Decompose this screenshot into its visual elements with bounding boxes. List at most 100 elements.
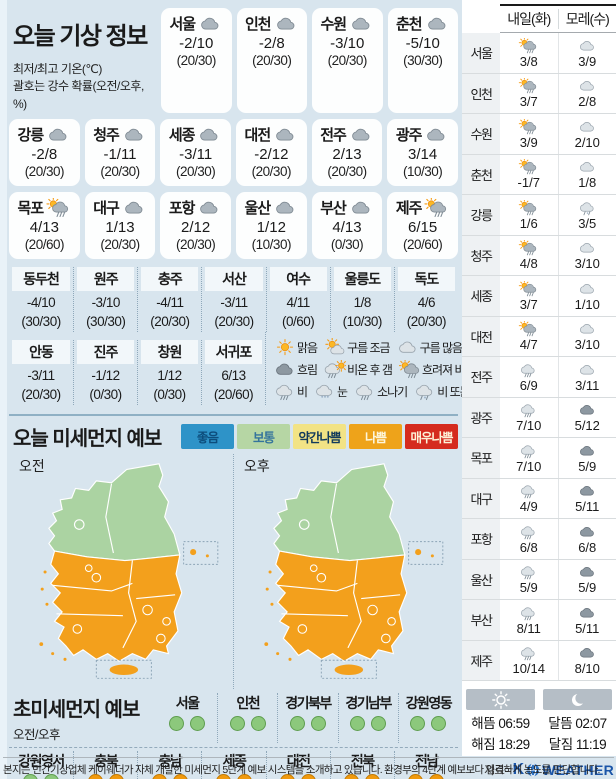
temp-range: 4/9 (519, 499, 538, 515)
sun-rain-icon (519, 159, 537, 175)
region-name: 인천 (236, 694, 260, 711)
forecast-header-columns: 내일(화) 모레(수) (500, 4, 616, 33)
sun-rain-icon (424, 197, 447, 217)
rain-icon (521, 607, 535, 620)
ultrafine-row1: 초미세먼지 예보 오전/오후 서울 인천 경기북부 경기남부 강원영동 (9, 692, 458, 748)
rain-probability: (10/30) (251, 237, 292, 253)
city-weather-card: 광주 3/14 (10/30) (387, 119, 458, 187)
city-weather-plain-cell: 서귀포 6/13 (20/60) (201, 339, 265, 405)
cloud-light-icon (579, 364, 594, 375)
forecast-city: 대전 (462, 316, 500, 356)
city-weather-plain-cell: 창원 1/12 (0/30) (137, 339, 201, 405)
rain-probability: (20/30) (100, 164, 140, 180)
city-name: 창원 (141, 339, 198, 364)
forecast-city: 제주 (462, 640, 500, 680)
cloud-dark-icon (579, 648, 594, 658)
sunrise-time: 06:59 (498, 716, 530, 731)
temp-range: -5/10 (405, 35, 440, 52)
cloud-icon (200, 201, 218, 214)
city-name: 대구 (93, 200, 120, 218)
temp-range: 4/8 (519, 256, 538, 272)
temp-range: -1/12 (91, 367, 120, 383)
city-name: 춘천 (395, 16, 423, 33)
forecast-tomorrow-cell: 6/9 (500, 357, 558, 397)
weather-legend-item: 흐림 (274, 360, 318, 379)
city-name: 서산 (205, 267, 263, 292)
city-weather-card: 인천 -2/8 (20/30) (236, 8, 307, 114)
cloud-light-icon (579, 121, 594, 132)
ultrafine-dust-section: 초미세먼지 예보 오전/오후 서울 인천 경기북부 경기남부 강원영동 강원영서 충북 충남… (9, 692, 458, 779)
extra-cities-row1: 동두천 -4/10 (30/30) 원주 -3/10 (30/30) 충주 -4/11 (20/… (9, 267, 458, 332)
temp-range: 3/7 (519, 296, 538, 312)
footer-note: 본지는 민간기상업체 케이웨더가 자체 개발한 미세먼지 5단계 예보 시스템을… (3, 757, 614, 777)
legend-label: 비온 후 갬 (347, 362, 393, 377)
temp-range: 8/11 (516, 620, 541, 636)
weather-legend-line: 흐림 비온 후 갬 흐려져 비 (274, 359, 482, 379)
ultrafine-region-cell: 전남 (393, 750, 458, 779)
forecast-city: 청주 (462, 235, 500, 275)
forecast-tomorrow-cell: 3/9 (500, 114, 558, 154)
weather-legend-item: 눈 (314, 382, 348, 401)
cloud-icon (276, 201, 294, 214)
cloud-icon (49, 128, 67, 141)
cloud-icon (352, 17, 370, 30)
sun-rain-icon (519, 37, 537, 53)
sun-rain-icon (398, 359, 420, 379)
ultrafine-subtitle: 오전/오후 (13, 727, 60, 742)
rain-icon (521, 404, 535, 418)
rain-icon (521, 566, 535, 580)
cloud-icon (427, 17, 445, 30)
city-weather-card: 대구 1/13 (20/30) (84, 192, 156, 260)
dust-map-afternoon-panel: 오후 (233, 453, 458, 689)
cloud-icon (124, 201, 143, 214)
moonset-label: 달짐 (548, 736, 573, 752)
temp-range: 5/9 (578, 580, 597, 596)
jeju-inset (95, 659, 152, 679)
map-south-region (49, 550, 183, 662)
city-weather-card: 강릉 -2/8 (20/30) (9, 119, 80, 187)
temp-range: 4/13 (332, 219, 362, 237)
source-label: 자료= (484, 764, 511, 777)
ultrafine-region-cell: 경기북부 (277, 692, 337, 743)
rain-sun-icon (324, 359, 347, 379)
legend-label: 비 (297, 384, 308, 399)
temp-range: -1/7 (517, 175, 540, 191)
dust-level-dot-green (229, 715, 245, 731)
uf-row1-cells: 서울 인천 경기북부 경기남부 강원영동 (157, 692, 458, 743)
dust-map-morning-panel: 오전 (9, 454, 233, 689)
rain-probability: (20/60) (403, 237, 443, 253)
rain-probability: (0/30) (330, 237, 364, 253)
forecast-dayafter-cell: 1/10 (557, 276, 616, 316)
city-name: 수원 (320, 16, 347, 33)
rain-probability: (20/60) (213, 386, 254, 402)
city-name: 안동 (12, 339, 70, 364)
city-weather-card: 제주 6/15 (20/60) (387, 192, 458, 260)
forecast-dayafter-cell: 5/9 (557, 559, 616, 599)
moon-times: 달뜸 02:07 달짐 11:19 (543, 714, 612, 756)
city-weather-card: 청주 -1/11 (20/30) (84, 119, 156, 187)
temp-range: 3/9 (519, 134, 538, 150)
forecast-city: 전주 (462, 357, 500, 397)
korea-dust-map (264, 462, 444, 679)
rain-probability: (20/30) (327, 164, 367, 180)
rain-probability: (20/30) (176, 53, 217, 68)
forecast-tomorrow-cell: 5/9 (500, 560, 558, 600)
forecast-header: 내일(화) 모레(수) (462, 4, 616, 33)
temp-range: 2/10 (574, 134, 600, 150)
forecast-row: 청주 4/8 3/10 (462, 235, 616, 276)
ultrafine-region-cell: 경기남부 (337, 692, 398, 743)
cloud-light-icon (579, 81, 594, 91)
forecast-dayafter-cell: 3/10 (557, 235, 616, 275)
legend-label: 눈 (337, 384, 348, 399)
forecast-dayafter-cell: 5/9 (557, 438, 616, 478)
temp-range: 3/11 (575, 377, 600, 393)
ultrafine-region-cell: 충북 (73, 750, 137, 779)
legend-label: 구름 조금 (347, 340, 390, 355)
korea-map-morning (11, 460, 231, 689)
ultrafine-region-cell: 전북 (329, 750, 394, 779)
forecast-header-spacer (462, 4, 500, 33)
dust-section-title: 오늘 미세먼지 예보 (13, 427, 162, 450)
weather-legend-item: 흐려져 비 (398, 359, 465, 379)
cloud-light-icon (398, 341, 416, 353)
